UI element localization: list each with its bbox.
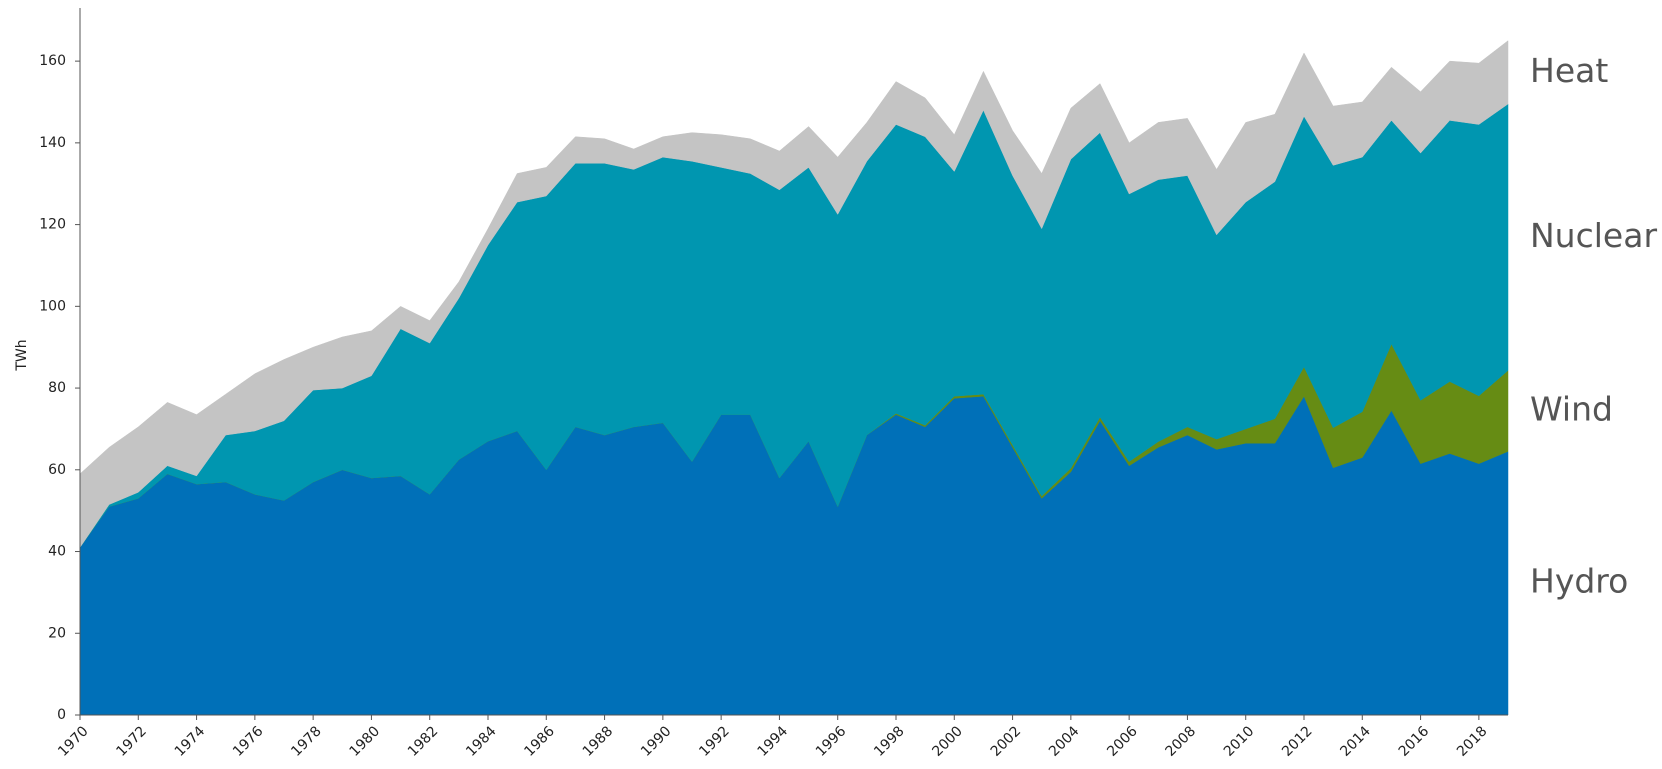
x-tick-label: 1998	[871, 723, 908, 760]
x-tick-label: 2014	[1337, 723, 1374, 760]
x-tick-label: 1992	[696, 723, 733, 760]
x-tick-label: 2002	[988, 723, 1025, 760]
x-tick-label: 2012	[1279, 723, 1316, 760]
y-tick-label: 120	[39, 217, 66, 233]
x-tick-label: 1984	[463, 723, 500, 760]
area	[79, 40, 1509, 549]
y-tick-label: 0	[57, 707, 66, 723]
x-tick-label: 2016	[1396, 723, 1433, 760]
x-tick-label: 2004	[1046, 723, 1083, 760]
x-tick-label: 2006	[1104, 723, 1141, 760]
y-tick-label: 20	[48, 625, 66, 641]
y-tick-label: 140	[39, 135, 66, 151]
x-tick-label: 1970	[55, 723, 92, 760]
x-tick-label: 1974	[172, 723, 209, 760]
y-axis-label: TWh	[14, 339, 30, 371]
legend-label: Hydro	[1530, 562, 1628, 601]
x-tick-label: 2008	[1163, 723, 1200, 760]
legend-label: Nuclear	[1530, 216, 1657, 255]
x-tick-label: 1988	[580, 723, 617, 760]
y-tick-label: 100	[39, 298, 66, 314]
x-tick-label: 1986	[521, 723, 558, 760]
x-tick-label: 1980	[347, 723, 384, 760]
x-tick-label: 1994	[755, 723, 792, 760]
legend-label: Heat	[1530, 51, 1608, 90]
legend-label: Wind	[1530, 389, 1613, 428]
x-tick-label: 1996	[813, 723, 850, 760]
x-tick-label: 1990	[638, 723, 675, 760]
x-tick-label: 2000	[929, 723, 966, 760]
x-tick-label: 1978	[288, 723, 325, 760]
x-tick-label: 1976	[230, 723, 267, 760]
x-tick-label: 1972	[113, 723, 150, 760]
y-tick-label: 60	[48, 462, 66, 478]
y-tick-label: 160	[39, 53, 66, 69]
x-tick-label: 2010	[1221, 723, 1258, 760]
y-tick-label: 40	[48, 544, 66, 560]
x-tick-label: 2018	[1454, 723, 1491, 760]
x-tick-label: 1982	[405, 723, 442, 760]
y-tick-label: 80	[48, 380, 66, 396]
